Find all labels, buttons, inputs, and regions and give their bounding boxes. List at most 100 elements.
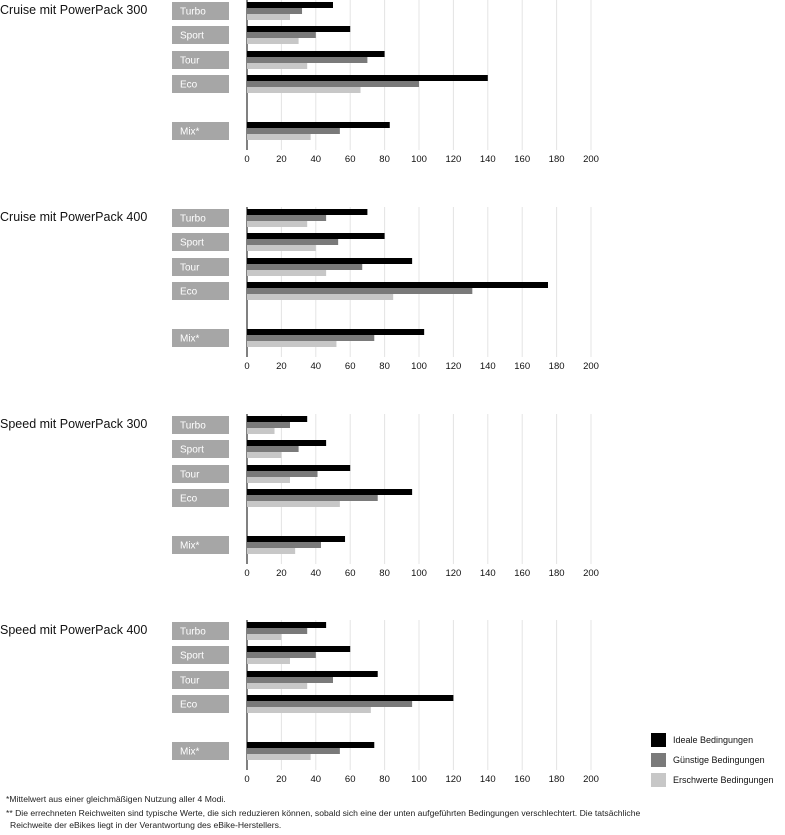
chart-title: Speed mit PowerPack 300: [0, 417, 147, 431]
category-box-eco: [172, 75, 229, 93]
category-box-sport: [172, 440, 229, 458]
category-box-turbo: [172, 416, 229, 434]
bar-g-nstige-bedingungen-mix: [247, 128, 340, 134]
x-tick-label: 180: [549, 568, 565, 579]
category-label: Tour: [180, 263, 200, 274]
bar-ideale-bedingungen-tour: [247, 465, 351, 471]
category-label: Sport: [180, 445, 204, 456]
bar-g-nstige-bedingungen-eco: [247, 495, 378, 501]
category-box-tour: [172, 258, 229, 276]
bar-g-nstige-bedingungen-sport: [247, 239, 339, 245]
category-label: Eco: [180, 700, 198, 711]
bar-ideale-bedingungen-mix: [247, 536, 346, 542]
category-label: Mix*: [180, 334, 200, 345]
bar-erschwerte-bedingungen-sport: [247, 452, 282, 458]
x-tick-label: 140: [480, 568, 496, 579]
x-tick-label: 180: [549, 361, 565, 372]
bar-ideale-bedingungen-eco: [247, 282, 548, 288]
bar-ideale-bedingungen-eco: [247, 489, 413, 495]
bar-ideale-bedingungen-mix: [247, 742, 375, 748]
x-tick-label: 60: [345, 154, 356, 165]
bar-erschwerte-bedingungen-mix: [247, 548, 296, 554]
category-label: Turbo: [180, 7, 206, 18]
category-label: Eco: [180, 80, 198, 91]
x-tick-label: 80: [379, 568, 390, 579]
x-tick-label: 40: [311, 774, 322, 785]
bar-erschwerte-bedingungen-turbo: [247, 428, 275, 434]
bar-erschwerte-bedingungen-tour: [247, 477, 290, 483]
bar-ideale-bedingungen-mix: [247, 122, 390, 128]
footnote-mix: *Mittelwert aus einer gleichmäßigen Nutz…: [6, 794, 226, 804]
x-tick-label: 160: [514, 774, 530, 785]
bar-g-nstige-bedingungen-eco: [247, 701, 413, 707]
x-tick-label: 120: [445, 568, 461, 579]
footnote-range-line-1: ** Die errechneten Reichweiten sind typi…: [6, 808, 641, 818]
bar-ideale-bedingungen-sport: [247, 233, 385, 239]
x-tick-label: 0: [244, 154, 249, 165]
category-label: Sport: [180, 651, 204, 662]
x-tick-label: 20: [276, 361, 287, 372]
chart-panel-speed-mit-powerpack-300: Speed mit PowerPack 300 0 20 40 60 80 100 120 14…: [0, 414, 599, 579]
bar-g-nstige-bedingungen-eco: [247, 288, 473, 294]
chart-panel-speed-mit-powerpack-400: Speed mit PowerPack 400 0 20 40 60 80 100 120 14…: [0, 620, 599, 785]
category-label: Tour: [180, 470, 200, 481]
x-tick-label: 20: [276, 774, 287, 785]
bar-erschwerte-bedingungen-turbo: [247, 14, 290, 20]
bar-g-nstige-bedingungen-sport: [247, 652, 316, 658]
bar-g-nstige-bedingungen-turbo: [247, 628, 308, 634]
category-box-eco: [172, 695, 229, 713]
bar-ideale-bedingungen-eco: [247, 75, 488, 81]
x-tick-label: 100: [411, 361, 427, 372]
x-tick-label: 80: [379, 774, 390, 785]
category-label: Tour: [180, 676, 200, 687]
x-tick-label: 140: [480, 774, 496, 785]
bar-ideale-bedingungen-tour: [247, 258, 413, 264]
bar-ideale-bedingungen-tour: [247, 51, 385, 57]
x-tick-label: 0: [244, 774, 249, 785]
x-tick-label: 120: [445, 361, 461, 372]
x-tick-label: 60: [345, 568, 356, 579]
category-label: Mix*: [180, 747, 200, 758]
bar-ideale-bedingungen-sport: [247, 26, 351, 32]
category-label: Turbo: [180, 214, 206, 225]
bar-erschwerte-bedingungen-mix: [247, 754, 311, 760]
bar-erschwerte-bedingungen-sport: [247, 658, 290, 664]
bar-erschwerte-bedingungen-mix: [247, 341, 337, 347]
category-label: Mix*: [180, 541, 200, 552]
bar-ideale-bedingungen-turbo: [247, 2, 333, 8]
bar-ideale-bedingungen-turbo: [247, 622, 327, 628]
category-box-eco: [172, 489, 229, 507]
bar-ideale-bedingungen-eco: [247, 695, 454, 701]
x-tick-label: 40: [311, 154, 322, 165]
x-tick-label: 180: [549, 774, 565, 785]
x-tick-label: 60: [345, 361, 356, 372]
bar-g-nstige-bedingungen-sport: [247, 446, 299, 452]
bar-erschwerte-bedingungen-turbo: [247, 634, 282, 640]
legend-label: Günstige Bedingungen: [673, 755, 765, 765]
x-tick-label: 40: [311, 568, 322, 579]
category-box-mix: [172, 742, 229, 760]
legend-swatch: [651, 733, 666, 747]
bar-erschwerte-bedingungen-sport: [247, 38, 299, 44]
x-tick-label: 200: [583, 568, 599, 579]
bar-ideale-bedingungen-turbo: [247, 416, 308, 422]
legend: Ideale Bedingungen Günstige Bedingungen Er…: [651, 733, 774, 787]
bar-g-nstige-bedingungen-mix: [247, 748, 340, 754]
bar-erschwerte-bedingungen-mix: [247, 134, 311, 140]
category-box-mix: [172, 329, 229, 347]
chart-panel-cruise-mit-powerpack-400: Cruise mit PowerPack 400 0 20 40 60 80 100 120 1…: [0, 207, 599, 372]
category-box-sport: [172, 26, 229, 44]
x-tick-label: 80: [379, 361, 390, 372]
chart-title: Speed mit PowerPack 400: [0, 623, 147, 637]
category-box-turbo: [172, 209, 229, 227]
x-tick-label: 20: [276, 568, 287, 579]
bar-erschwerte-bedingungen-tour: [247, 63, 308, 69]
category-box-tour: [172, 465, 229, 483]
x-tick-label: 160: [514, 154, 530, 165]
category-box-mix: [172, 536, 229, 554]
x-tick-label: 0: [244, 361, 249, 372]
x-tick-label: 100: [411, 774, 427, 785]
bar-g-nstige-bedingungen-turbo: [247, 422, 290, 428]
x-tick-label: 140: [480, 154, 496, 165]
bar-g-nstige-bedingungen-turbo: [247, 215, 327, 221]
